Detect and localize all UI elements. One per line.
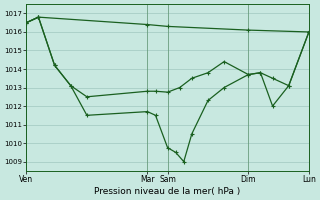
X-axis label: Pression niveau de la mer( hPa ): Pression niveau de la mer( hPa ) — [94, 187, 241, 196]
